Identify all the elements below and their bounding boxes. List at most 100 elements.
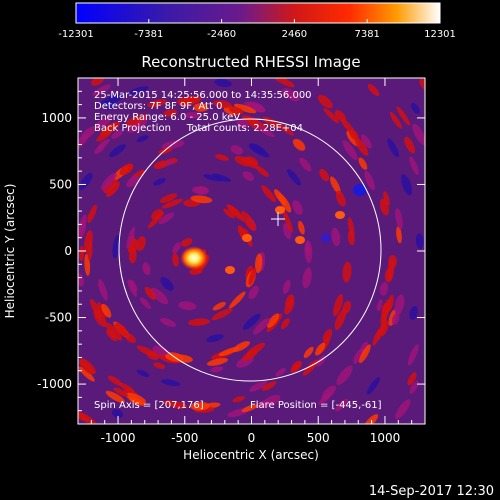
pattern-blob <box>366 376 381 395</box>
pattern-blob <box>160 379 181 387</box>
pattern-blob <box>267 313 280 328</box>
pattern-blob <box>382 299 391 320</box>
pattern-blob <box>158 147 173 155</box>
y-tick-label: 0 <box>64 244 72 258</box>
pattern-blob <box>139 297 151 310</box>
pattern-blob <box>213 100 232 109</box>
pattern-blob <box>79 359 95 375</box>
info-detectors: Detectors: 7F 8F 9F, Att 0 <box>94 101 222 112</box>
pattern-blob <box>412 123 425 145</box>
colorbar-tick-label: -2460 <box>207 29 236 40</box>
pattern-blob <box>172 242 181 254</box>
pattern-blob <box>113 387 129 397</box>
pattern-blob <box>232 396 245 403</box>
pattern-blob <box>178 99 195 107</box>
pattern-blob <box>290 363 301 373</box>
pattern-blob <box>305 242 311 256</box>
pattern-blob <box>136 135 149 143</box>
pattern-blob <box>407 344 419 366</box>
pattern-blob <box>114 322 128 337</box>
pattern-blob <box>394 294 405 316</box>
pattern-blob <box>409 156 419 175</box>
pattern-blob <box>317 94 333 109</box>
pattern-blob <box>111 130 124 139</box>
pattern-blob <box>333 294 344 317</box>
pattern-blob <box>335 190 346 207</box>
pattern-blob <box>191 186 209 195</box>
bright-spot <box>335 211 345 219</box>
pattern-blob <box>281 88 300 102</box>
bright-spot <box>295 236 305 244</box>
pattern-blob <box>355 137 369 156</box>
pattern-blob <box>379 282 388 296</box>
pattern-blob <box>226 204 245 222</box>
pattern-blob <box>391 312 400 326</box>
pattern-blob <box>253 317 270 335</box>
pattern-blob <box>147 211 165 229</box>
colorbar-tick-label: -7381 <box>134 29 163 40</box>
pattern-blob <box>147 99 167 108</box>
pattern-blob <box>126 175 140 188</box>
pattern-blob <box>105 322 123 341</box>
pattern-blob <box>78 366 95 382</box>
pattern-blob <box>105 390 125 403</box>
pattern-blob <box>124 333 137 344</box>
flare-position-text: Flare Position = [-445,-61] <box>250 400 382 411</box>
pattern-blob <box>280 318 290 330</box>
pattern-blob <box>367 83 380 97</box>
pattern-blob <box>94 116 112 130</box>
pattern-blob <box>79 172 93 191</box>
x-tick-label: -500 <box>171 431 198 445</box>
pattern-blob <box>125 114 148 126</box>
pattern-blob <box>242 171 254 182</box>
pattern-blob <box>178 301 197 311</box>
pattern-blob <box>335 398 348 412</box>
pattern-blob <box>111 408 124 419</box>
pattern-blob <box>334 308 347 330</box>
pattern-blob <box>212 173 232 182</box>
pattern-blob <box>287 168 301 186</box>
pattern-blob <box>136 369 150 377</box>
pattern-blob <box>128 86 149 96</box>
pattern-blob <box>241 211 256 231</box>
pattern-blob <box>159 193 178 203</box>
pattern-blob <box>158 212 175 225</box>
pattern-blob <box>396 226 402 244</box>
pattern-blob <box>376 318 387 341</box>
pattern-blob <box>84 230 93 254</box>
pattern-blob <box>299 157 312 172</box>
pattern-blob <box>206 357 229 366</box>
y-tick-label: 500 <box>49 177 72 191</box>
pattern-blob <box>78 412 98 424</box>
pattern-blob <box>127 279 137 297</box>
pattern-blob <box>106 181 120 198</box>
pattern-blob <box>292 138 306 151</box>
negative-spot <box>353 184 367 196</box>
x-tick-label: 1000 <box>370 431 401 445</box>
info-method-counts: Back Projection Total counts: 2.28E+04 <box>94 123 303 134</box>
pattern-blob <box>330 176 341 194</box>
info-time-range: 25-Mar-2015 14:25:56.000 to 14:35:56.000 <box>94 90 312 101</box>
pattern-blob <box>118 382 135 392</box>
pattern-blob <box>184 111 202 119</box>
pattern-blob <box>153 178 166 186</box>
pattern-blob <box>376 299 383 311</box>
pattern-blob <box>383 191 390 206</box>
pattern-blob <box>387 138 400 158</box>
pattern-blob <box>275 368 286 377</box>
plot-title: Reconstructed RHESSI Image <box>141 53 360 71</box>
pattern-blob <box>181 238 193 247</box>
pattern-blob <box>188 318 210 326</box>
colorbar-tick-label: 2460 <box>282 29 307 40</box>
observation-info: 25-Mar-2015 14:25:56.000 to 14:35:56.000… <box>94 90 312 134</box>
pattern-blob <box>172 253 179 267</box>
pattern-blob <box>109 144 126 158</box>
pattern-blob <box>241 350 258 361</box>
pattern-blob <box>136 236 146 252</box>
x-tick-label: 500 <box>307 431 330 445</box>
colorbar-tick-label: 12301 <box>424 29 456 40</box>
colorbar: -12301 -7381 -2460 2460 7381 12301 <box>58 2 456 40</box>
pattern-blob <box>319 168 330 182</box>
negative-spot <box>321 233 331 243</box>
pattern-blob <box>292 200 303 215</box>
